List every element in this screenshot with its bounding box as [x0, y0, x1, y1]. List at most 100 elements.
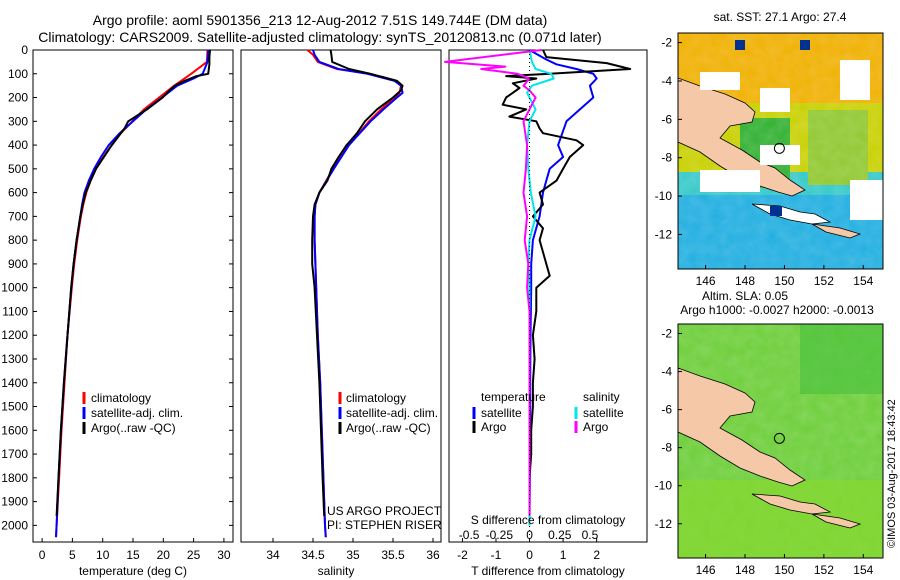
difference-frame	[448, 49, 648, 543]
difference-xtick-label: -1	[491, 548, 502, 562]
salinity-xlabel: salinity	[318, 564, 355, 578]
temperature-series-line	[55, 49, 211, 516]
sst-map-ytick-label: -6	[661, 112, 672, 126]
temperature-ytick-label: 900	[8, 257, 28, 271]
sst-map-xtick-label: 148	[735, 274, 755, 288]
sla-map-ytick-label: -4	[661, 365, 672, 379]
salinity-legend-label: satellite-adj. clim.	[346, 406, 438, 420]
difference-panel: -2 -1 0 1 2 -0.5 -0.25 0 0.25 0.5 temperature salin…	[444, 49, 648, 562]
difference-toplabel: S difference from climatology	[471, 513, 626, 527]
difference-legend-header-temperature: temperature	[481, 390, 546, 404]
sla-map-ytick-label: -8	[661, 441, 672, 455]
difference-salinity-tick-label: -0.5	[459, 528, 480, 542]
temperature-legend-label: Argo(..raw -QC)	[91, 421, 176, 435]
difference-salinity-tick-label: 0	[526, 528, 533, 542]
difference-series-line	[444, 49, 542, 516]
sst-cloud-6	[850, 180, 883, 220]
temperature-ytick-label: 100	[8, 67, 28, 81]
temperature-ytick-label: 300	[8, 114, 28, 128]
sst-map-ytick-label: -12	[655, 227, 673, 241]
difference-legend-header-salinity: salinity	[583, 390, 620, 404]
sla-map-subtitle: Argo h1000: -0.0027 h2000: -0.0013	[680, 303, 874, 317]
temperature-ytick-label: 1300	[1, 352, 28, 366]
difference-salinity-tick-label: -0.25	[486, 528, 514, 542]
sla-map-xtick-label: 154	[853, 563, 873, 577]
sst-cold-pixel-3	[770, 206, 782, 216]
sst-map-title: sat. SST: 27.1 Argo: 27.4	[714, 10, 847, 24]
sst-island	[811, 223, 862, 239]
sst-cloud-4	[700, 170, 760, 192]
sst-map-xtick-label: 154	[853, 274, 873, 288]
sla-map-xtick-label: 150	[774, 563, 794, 577]
sla-map-xtick-label: 148	[735, 563, 755, 577]
sla-map-ytick-label: -6	[661, 403, 672, 417]
sst-cloud-1	[700, 72, 740, 90]
sst-map-ytick-label: -4	[661, 74, 672, 88]
temperature-ytick-label: 200	[8, 91, 28, 105]
temperature-panel: 0100200300400500600700800900100011001200…	[1, 43, 234, 562]
sst-cold-pixel-2	[800, 40, 810, 50]
side-credit: ©IMOS 03-Aug-2017 18:43:42	[886, 399, 898, 548]
sst-map: 146 148 150 152 154 -2 -4 -6 -8 -10 -12	[655, 32, 884, 288]
sla-map-xtick-label: 146	[696, 563, 716, 577]
salinity-legend-label: Argo(..raw -QC)	[346, 421, 431, 435]
sst-cloud-3	[840, 60, 870, 100]
temperature-ytick-label: 1400	[1, 376, 28, 390]
difference-xtick-label: 0	[526, 548, 533, 562]
temperature-xtick-label: 20	[157, 548, 171, 562]
temperature-xtick-label: 5	[69, 548, 76, 562]
temperature-ytick-label: 800	[8, 233, 28, 247]
salinity-annotation-1: US ARGO PROJECT	[327, 504, 442, 518]
difference-xlabel: T difference from climatology	[471, 564, 625, 578]
temperature-ytick-label: 1000	[1, 281, 28, 295]
salinity-panel: 34 34.5 35 35.5 36 climatologysatellite-adj. …	[240, 49, 442, 562]
difference-legend-label: satellite	[583, 406, 624, 420]
salinity-xtick-label: 34	[266, 548, 280, 562]
sla-south-region	[678, 480, 883, 558]
sst-cloud-5	[760, 145, 800, 165]
temperature-xtick-label: 30	[217, 548, 231, 562]
sst-map-xtick-label: 146	[696, 274, 716, 288]
temperature-xtick-label: 15	[126, 548, 140, 562]
temperature-xtick-label: 25	[187, 548, 201, 562]
salinity-xtick-label: 36	[426, 548, 440, 562]
temperature-ytick-label: 1100	[2, 304, 28, 318]
temperature-ytick-label: 1500	[1, 400, 28, 414]
sla-northeast-region	[800, 324, 883, 394]
temperature-xtick-label: 0	[39, 548, 46, 562]
salinity-series-line	[311, 49, 404, 516]
sst-map-ytick-label: -10	[655, 189, 673, 203]
temperature-ytick-label: 700	[8, 209, 28, 223]
difference-xtick-label: -2	[457, 548, 468, 562]
figure-title: Argo profile: aoml 5901356_213 12-Aug-20…	[0, 12, 640, 46]
salinity-xtick-label: 34.5	[301, 548, 325, 562]
temperature-ytick-label: 2000	[1, 518, 28, 532]
sla-map-argo-marker	[773, 432, 785, 444]
sst-map-frame	[677, 32, 884, 270]
temperature-legend-label: satellite-adj. clim.	[91, 406, 183, 420]
sst-map-ytick-label: -8	[661, 151, 672, 165]
difference-legend-label: Argo	[481, 420, 507, 434]
sst-map-argo-marker	[773, 142, 785, 154]
sla-map-ytick-label: -10	[655, 479, 673, 493]
difference-xtick-label: 1	[560, 548, 567, 562]
sla-map-xtick-label: 152	[814, 563, 834, 577]
temperature-ytick-label: 400	[8, 138, 28, 152]
temperature-xtick-label: 10	[96, 548, 110, 562]
title-line-1: Argo profile: aoml 5901356_213 12-Aug-20…	[92, 12, 548, 28]
sla-map-ytick-label: -12	[655, 517, 673, 531]
temperature-ytick-label: 1600	[1, 423, 28, 437]
sla-island-2	[811, 513, 862, 529]
difference-xtick-label: 2	[593, 548, 600, 562]
sla-map-ytick-label: -2	[661, 327, 672, 341]
temperature-ytick-label: 0	[21, 43, 28, 57]
temperature-xlabel: temperature (deg C)	[79, 564, 187, 578]
salinity-frame	[240, 49, 442, 543]
sst-map-xtick-label: 152	[814, 274, 834, 288]
sst-map-xtick-label: 150	[774, 274, 794, 288]
sla-new-guinea-land	[678, 367, 806, 487]
difference-series-line	[501, 49, 632, 516]
sla-map: 146 148 150 152 154 -2 -4 -6 -8 -10 -12	[655, 323, 884, 577]
sla-map-frame	[677, 323, 884, 559]
